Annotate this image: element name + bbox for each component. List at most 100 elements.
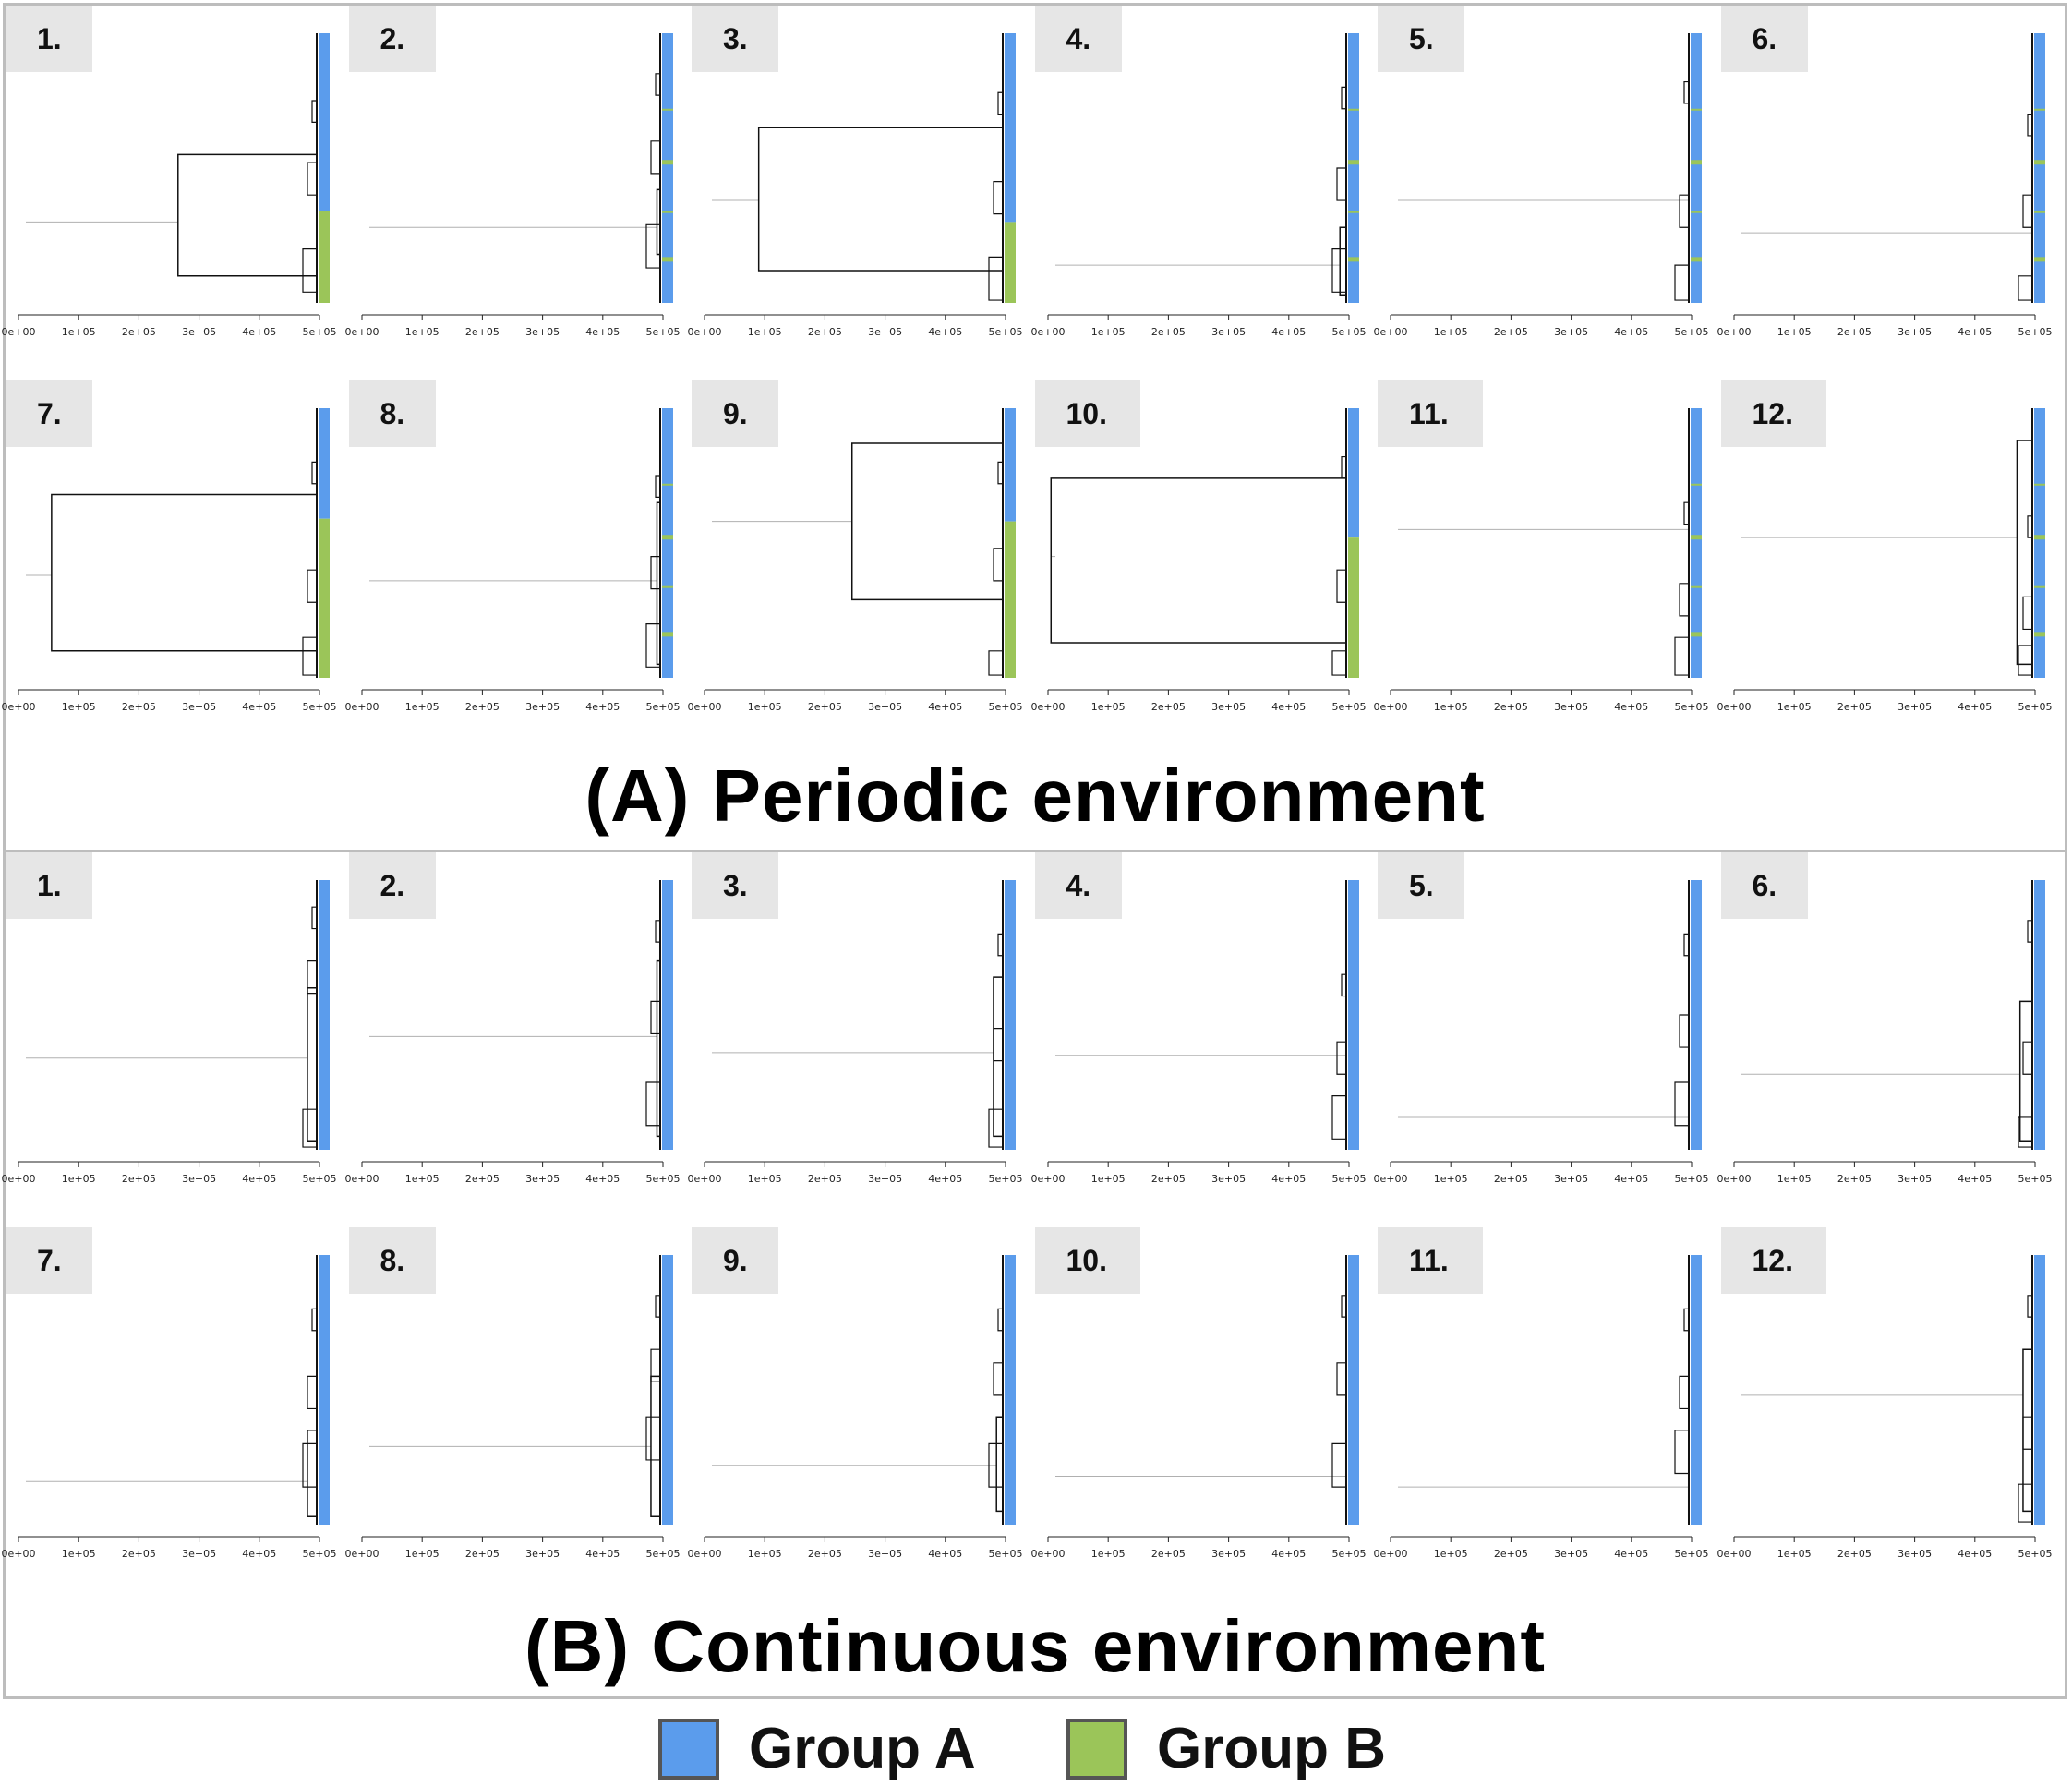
x-tick-label: 4e+05 <box>1271 1173 1306 1185</box>
x-tick-label: 3e+05 <box>1554 326 1588 338</box>
panel-label: 4. <box>1034 6 1122 72</box>
x-tick-label: 1e+05 <box>1434 701 1468 713</box>
group-a-bar <box>2033 408 2045 678</box>
x-tick-label: 5e+05 <box>2018 701 2052 713</box>
dendrogram-b-7: 0e+00 1e+05 2e+05 3e+05 4e+05 5e+05 <box>2 1255 337 1560</box>
x-tick-label: 1e+05 <box>1090 1548 1125 1560</box>
sub-branch <box>644 1416 661 1461</box>
sub-branch <box>311 100 318 123</box>
x-tick-label: 5e+05 <box>1675 1173 1709 1185</box>
group-a-bar <box>1347 880 1359 1150</box>
section-continuous: 0e+00 1e+05 2e+05 3e+05 4e+05 5e+05 1. 0e+00 1e+… <box>2 850 2067 1699</box>
group-a-bar <box>319 408 330 519</box>
panel-label: 7. <box>6 380 92 447</box>
x-tick-label: 1e+05 <box>1090 1173 1125 1185</box>
panel-b-8: 0e+00 1e+05 2e+05 3e+05 4e+05 5e+05 8. <box>344 1227 693 1592</box>
main-split <box>2016 440 2033 666</box>
dendrogram-a-4: 0e+00 1e+05 2e+05 3e+05 4e+05 5e+05 <box>1030 33 1366 338</box>
panel-label: 8. <box>348 380 436 447</box>
x-tick-label: 4e+05 <box>1958 1173 1992 1185</box>
panel-label: 9. <box>692 1227 778 1294</box>
dendrogram-b-11: 0e+00 1e+05 2e+05 3e+05 4e+05 5e+05 <box>1374 1255 1708 1560</box>
x-tick-label: 4e+05 <box>1958 326 1992 338</box>
x-tick-label: 1e+05 <box>748 1173 782 1185</box>
sub-branch <box>1674 264 1690 301</box>
dendrogram-a-3: 0e+00 1e+05 2e+05 3e+05 4e+05 5e+05 <box>688 33 1023 338</box>
group-b-bar <box>1005 222 1016 303</box>
group-b-mark <box>661 632 673 637</box>
x-tick-label: 1e+05 <box>1777 1173 1811 1185</box>
dendrogram-a-11: 0e+00 1e+05 2e+05 3e+05 4e+05 5e+05 <box>1374 408 1708 713</box>
dendrogram-a-1: 0e+00 1e+05 2e+05 3e+05 4e+05 5e+05 <box>2 33 336 338</box>
sub-branch <box>1335 167 1347 201</box>
panel-a-1: 0e+00 1e+05 2e+05 3e+05 4e+05 5e+05 1. <box>2 6 349 370</box>
x-tick-label: 2e+05 <box>1494 1548 1528 1560</box>
sub-branch <box>1674 1081 1690 1127</box>
x-tick-label: 0e+00 <box>1030 326 1065 338</box>
sub-branch <box>302 1108 318 1148</box>
group-a-bar <box>1005 880 1016 1150</box>
x-tick-label: 0e+00 <box>1374 701 1408 713</box>
sub-branch <box>307 1375 318 1410</box>
x-tick-label: 3e+05 <box>182 326 216 338</box>
x-tick-label: 3e+05 <box>182 1173 216 1185</box>
main-split <box>307 1430 318 1517</box>
group-b-bar <box>1347 537 1359 678</box>
x-tick-label: 1e+05 <box>1434 1173 1468 1185</box>
x-tick-label: 5e+05 <box>645 701 680 713</box>
group-b-mark <box>1691 211 1702 213</box>
sub-branch <box>649 140 661 175</box>
sub-branch <box>1335 1362 1347 1396</box>
sub-branch <box>988 256 1004 301</box>
sub-branch <box>997 933 1004 957</box>
x-tick-label: 0e+00 <box>1717 326 1751 338</box>
sub-branch <box>988 1442 1004 1488</box>
sub-branch <box>2021 194 2033 228</box>
group-a-bar <box>661 880 673 1150</box>
x-tick-label: 4e+05 <box>1614 701 1648 713</box>
main-split <box>995 1416 1004 1513</box>
sub-branch <box>988 1108 1004 1148</box>
x-tick-label: 1e+05 <box>62 1173 96 1185</box>
dendrogram-b-12: 0e+00 1e+05 2e+05 3e+05 4e+05 5e+05 <box>1717 1255 2052 1560</box>
group-a-bar <box>661 408 673 678</box>
sub-branch <box>1340 455 1347 479</box>
sub-branch <box>1335 1041 1347 1075</box>
x-tick-label: 5e+05 <box>1675 326 1709 338</box>
group-b-mark <box>1347 211 1359 213</box>
panel-label: 1. <box>6 6 92 72</box>
x-tick-label: 3e+05 <box>868 701 902 713</box>
sub-branch <box>988 650 1004 676</box>
x-tick-label: 3e+05 <box>525 1173 560 1185</box>
x-tick-label: 2e+05 <box>122 701 156 713</box>
sub-branch <box>1331 1095 1347 1140</box>
sub-branch <box>1331 650 1347 676</box>
x-tick-label: 2e+05 <box>464 1173 499 1185</box>
legend-item-group-a: Group A <box>658 1716 976 1781</box>
x-tick-label: 1e+05 <box>748 701 782 713</box>
dendrogram-a-12: 0e+00 1e+05 2e+05 3e+05 4e+05 5e+05 <box>1717 408 2052 713</box>
x-tick-label: 2e+05 <box>1837 1548 1871 1560</box>
x-tick-label: 5e+05 <box>989 1173 1023 1185</box>
sub-branch <box>649 1348 661 1382</box>
x-tick-label: 5e+05 <box>1331 326 1366 338</box>
x-tick-label: 5e+05 <box>303 1548 337 1560</box>
x-tick-label: 0e+00 <box>1374 1173 1408 1185</box>
sub-branch <box>311 906 318 930</box>
x-tick-label: 5e+05 <box>2018 326 2052 338</box>
sub-branch <box>2026 1295 2033 1318</box>
sub-branch <box>654 73 661 96</box>
x-tick-label: 4e+05 <box>242 1548 276 1560</box>
x-tick-label: 5e+05 <box>989 326 1023 338</box>
panel-b-9: 0e+00 1e+05 2e+05 3e+05 4e+05 5e+05 9. <box>688 1227 1035 1592</box>
panel-a-8: 0e+00 1e+05 2e+05 3e+05 4e+05 5e+05 8. <box>344 380 693 745</box>
x-tick-label: 4e+05 <box>928 1548 962 1560</box>
panel-a-11: 0e+00 1e+05 2e+05 3e+05 4e+05 5e+05 11. <box>1374 380 1721 745</box>
dendrogram-b-9: 0e+00 1e+05 2e+05 3e+05 4e+05 5e+05 <box>688 1255 1022 1560</box>
x-tick-label: 1e+05 <box>1090 326 1125 338</box>
sub-branch <box>1679 583 1690 617</box>
panel-b-5: 0e+00 1e+05 2e+05 3e+05 4e+05 5e+05 5. <box>1374 852 1721 1217</box>
legend-label-group-b: Group B <box>1157 1717 1386 1780</box>
sub-branch <box>2021 1041 2033 1075</box>
dendrogram-b-4: 0e+00 1e+05 2e+05 3e+05 4e+05 5e+05 <box>1030 880 1366 1185</box>
